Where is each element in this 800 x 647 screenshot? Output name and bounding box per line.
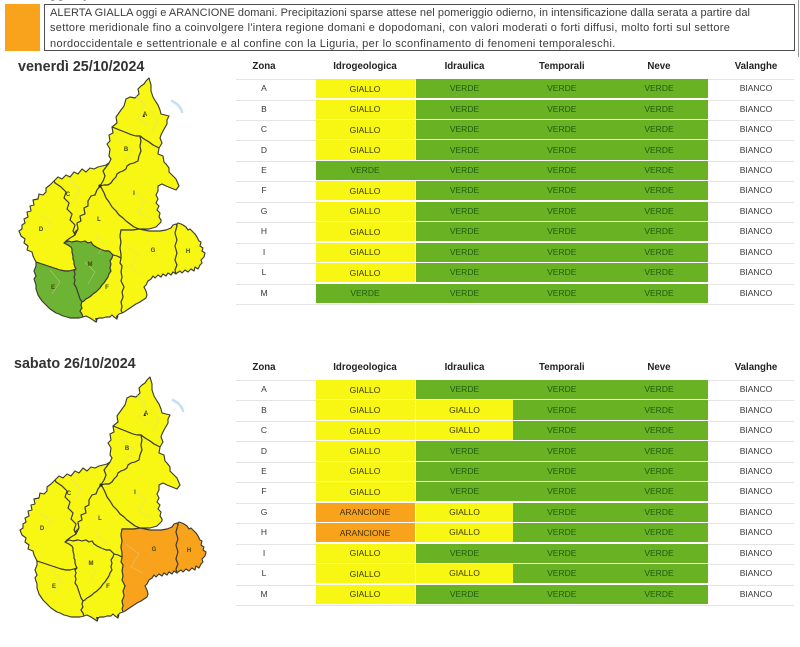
svg-text:C: C bbox=[67, 491, 72, 497]
svg-text:D: D bbox=[40, 526, 45, 532]
svg-text:A: A bbox=[144, 411, 149, 417]
svg-text:G: G bbox=[151, 248, 156, 254]
svg-text:L: L bbox=[98, 516, 102, 522]
svg-text:D: D bbox=[39, 227, 44, 233]
svg-text:M: M bbox=[89, 561, 94, 567]
svg-text:B: B bbox=[125, 446, 130, 452]
svg-text:E: E bbox=[51, 285, 55, 291]
svg-text:I: I bbox=[134, 490, 136, 496]
svg-text:L: L bbox=[97, 217, 101, 223]
svg-text:G: G bbox=[152, 547, 157, 553]
svg-text:A: A bbox=[143, 112, 148, 118]
svg-text:H: H bbox=[186, 249, 190, 255]
svg-text:I: I bbox=[133, 191, 135, 197]
svg-text:H: H bbox=[187, 548, 191, 554]
svg-text:E: E bbox=[52, 584, 56, 590]
svg-text:F: F bbox=[106, 584, 110, 590]
svg-text:C: C bbox=[66, 192, 71, 198]
svg-text:F: F bbox=[105, 285, 109, 291]
svg-text:M: M bbox=[88, 262, 93, 268]
svg-text:B: B bbox=[124, 147, 129, 153]
